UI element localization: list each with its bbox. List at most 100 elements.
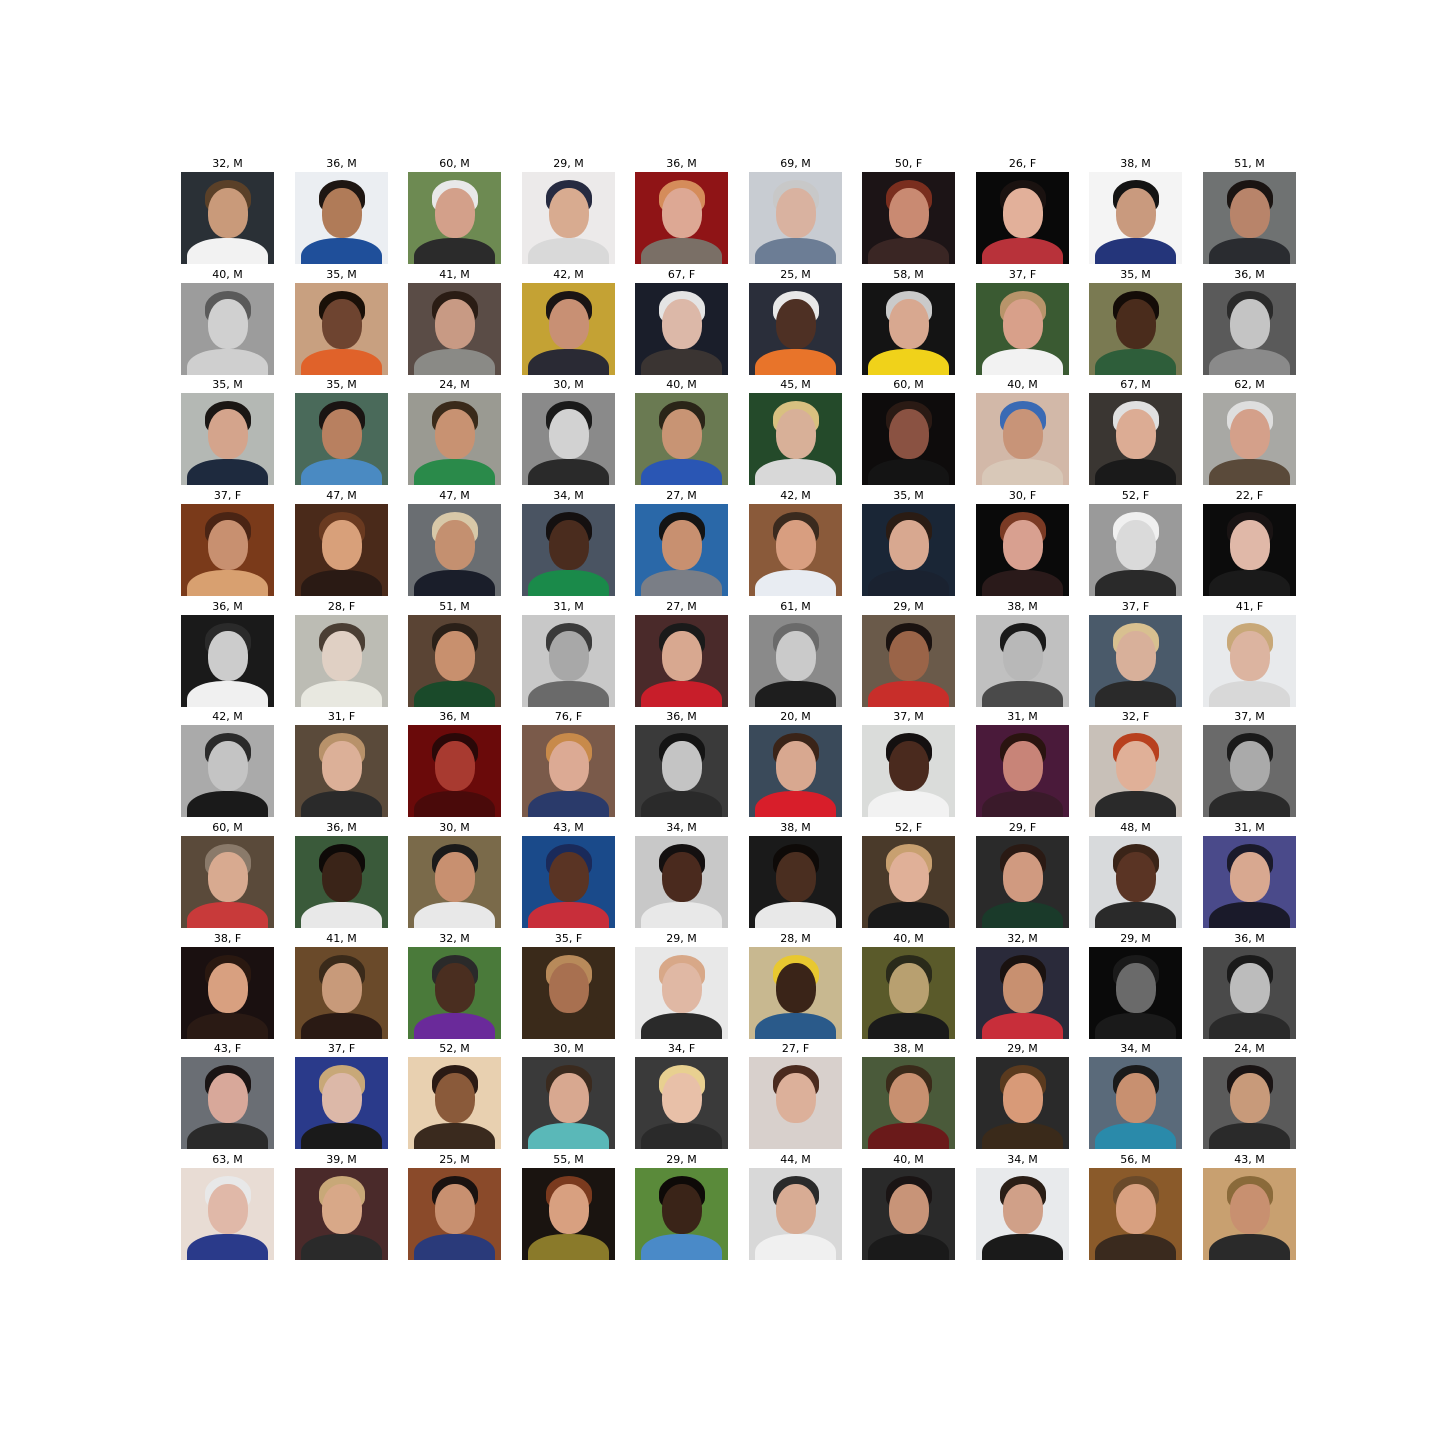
face-cell: 20, M: [749, 709, 842, 817]
face-cell: 48, M: [1089, 820, 1182, 928]
photo-shoulders: [414, 681, 495, 707]
face-caption: 34, M: [1007, 1153, 1038, 1166]
photo-shoulders: [528, 902, 609, 928]
face-cell: 35, F: [522, 931, 615, 1039]
face-cell: 52, F: [1089, 488, 1182, 596]
face-cell: 24, M: [408, 377, 501, 485]
face-caption: 42, M: [553, 268, 584, 281]
photo-shoulders: [301, 238, 382, 264]
face-photo: [295, 283, 388, 375]
photo-shoulders: [301, 1123, 382, 1149]
photo-shoulders: [641, 1013, 722, 1039]
photo-shoulders: [755, 570, 836, 596]
face-caption: 51, M: [439, 600, 470, 613]
face-caption: 52, F: [1121, 489, 1150, 502]
photo-shoulders: [1095, 1234, 1176, 1260]
face-cell: 32, F: [1089, 709, 1182, 817]
photo-shoulders: [1095, 681, 1176, 707]
face-caption: 56, M: [1120, 1153, 1151, 1166]
face-photo: [635, 172, 728, 264]
face-cell: 63, M: [181, 1152, 274, 1260]
photo-face: [549, 520, 589, 570]
face-photo: [1203, 504, 1296, 596]
photo-shoulders: [641, 238, 722, 264]
face-caption: 37, F: [327, 1042, 356, 1055]
photo-face: [208, 1073, 248, 1123]
face-photo: [749, 615, 842, 707]
face-caption: 38, F: [213, 932, 242, 945]
photo-face: [889, 188, 929, 238]
face-photo: [749, 393, 842, 485]
face-cell: 42, M: [749, 488, 842, 596]
photo-face: [889, 1073, 929, 1123]
face-photo: [635, 393, 728, 485]
face-caption: 24, M: [439, 378, 470, 391]
face-photo: [522, 1168, 615, 1260]
face-caption: 38, M: [1120, 157, 1151, 170]
face-caption: 28, M: [780, 932, 811, 945]
face-photo: [181, 725, 274, 817]
photo-shoulders: [187, 349, 268, 375]
photo-shoulders: [1209, 902, 1290, 928]
face-cell: 35, M: [295, 267, 388, 375]
photo-shoulders: [868, 1234, 949, 1260]
face-photo: [1203, 1168, 1296, 1260]
face-photo: [181, 836, 274, 928]
face-caption: 25, M: [780, 268, 811, 281]
face-cell: 36, M: [295, 156, 388, 264]
face-cell: 43, M: [1203, 1152, 1296, 1260]
photo-shoulders: [528, 791, 609, 817]
face-caption: 35, M: [893, 489, 924, 502]
face-caption: 60, M: [893, 378, 924, 391]
face-cell: 36, M: [181, 599, 274, 707]
photo-shoulders: [755, 1234, 836, 1260]
photo-face: [662, 299, 702, 349]
face-cell: 35, M: [295, 377, 388, 485]
face-photo: [862, 947, 955, 1039]
photo-shoulders: [301, 459, 382, 485]
photo-face: [1003, 188, 1043, 238]
photo-face: [776, 299, 816, 349]
photo-shoulders: [868, 791, 949, 817]
face-caption: 40, M: [666, 378, 697, 391]
photo-shoulders: [1209, 570, 1290, 596]
photo-shoulders: [187, 1123, 268, 1149]
photo-face: [776, 1073, 816, 1123]
face-caption: 30, M: [553, 378, 584, 391]
photo-shoulders: [982, 1234, 1063, 1260]
photo-shoulders: [301, 1234, 382, 1260]
face-caption: 43, M: [553, 821, 584, 834]
face-caption: 41, F: [1235, 600, 1264, 613]
face-cell: 34, F: [635, 1041, 728, 1149]
photo-face: [322, 1073, 362, 1123]
face-caption: 40, M: [893, 932, 924, 945]
photo-shoulders: [755, 238, 836, 264]
face-caption: 36, M: [1234, 268, 1265, 281]
face-cell: 56, M: [1089, 1152, 1182, 1260]
face-photo: [635, 615, 728, 707]
face-photo: [976, 283, 1069, 375]
photo-face: [776, 741, 816, 791]
photo-shoulders: [187, 570, 268, 596]
face-caption: 39, M: [326, 1153, 357, 1166]
face-photo: [522, 283, 615, 375]
photo-face: [1003, 1073, 1043, 1123]
face-caption: 35, M: [326, 268, 357, 281]
photo-face: [662, 188, 702, 238]
face-cell: 36, M: [295, 820, 388, 928]
photo-shoulders: [528, 1123, 609, 1149]
face-photo: [181, 1168, 274, 1260]
face-cell: 28, F: [295, 599, 388, 707]
photo-face: [208, 963, 248, 1013]
face-photo: [408, 393, 501, 485]
face-caption: 24, M: [1234, 1042, 1265, 1055]
face-caption: 40, M: [1007, 378, 1038, 391]
photo-shoulders: [1095, 791, 1176, 817]
photo-face: [322, 299, 362, 349]
face-caption: 35, F: [554, 932, 583, 945]
photo-face: [1116, 299, 1156, 349]
photo-face: [322, 1184, 362, 1234]
face-cell: 36, M: [408, 709, 501, 817]
photo-face: [435, 963, 475, 1013]
face-photo: [522, 947, 615, 1039]
